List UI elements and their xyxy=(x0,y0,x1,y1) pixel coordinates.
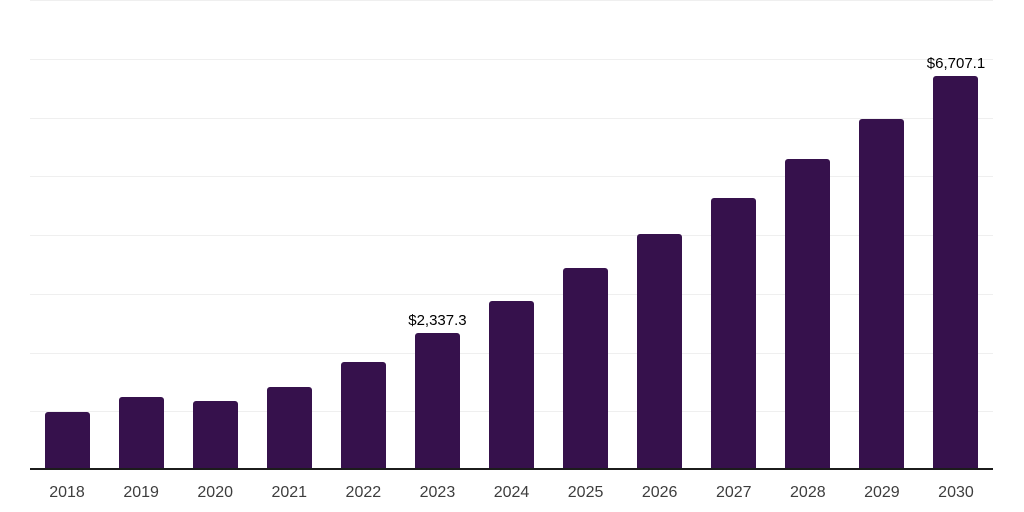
bar-2027 xyxy=(711,198,757,470)
x-tick-2020: 2020 xyxy=(197,484,233,501)
bar-slot-2027 xyxy=(697,0,771,470)
bar-slot-2025 xyxy=(549,0,623,470)
bar-2025 xyxy=(563,267,609,470)
plot-area: $2,337.3 $6,707.1 xyxy=(30,0,993,470)
x-tick-2026: 2026 xyxy=(641,484,678,501)
bar-2018 xyxy=(44,411,90,470)
bar-2026 xyxy=(637,233,683,470)
x-tick-2029: 2029 xyxy=(864,484,900,501)
bar-slot-2022 xyxy=(326,0,400,470)
bar-slot-2028 xyxy=(771,0,845,470)
bar-slot-2019 xyxy=(104,0,178,470)
bar-2020 xyxy=(192,400,238,470)
x-tick-2019: 2019 xyxy=(123,484,159,501)
gridline xyxy=(30,0,993,1)
bar-chart: $2,337.3 $6,707.1 2018 2019 2020 2021 2022 202… xyxy=(30,0,993,512)
bar-2024 xyxy=(489,301,534,470)
x-tick-2025: 2025 xyxy=(567,484,604,501)
gridline xyxy=(30,293,993,295)
bar-slot-2024 xyxy=(474,0,548,470)
gridline xyxy=(30,235,993,236)
bar-slot-2029 xyxy=(845,0,919,470)
x-tick-2030: 2030 xyxy=(938,484,974,501)
bar-2030 xyxy=(933,75,979,470)
bar-value-label-2030: $6,707.1 xyxy=(926,54,986,72)
x-tick-2028: 2028 xyxy=(790,484,826,501)
bar-slot-2026 xyxy=(623,0,697,470)
x-axis-labels: 2018 2019 2020 2021 2022 2023 2024 2025 2026 2027… xyxy=(30,483,993,502)
x-axis-line xyxy=(30,468,993,470)
bar-slot-2021 xyxy=(252,0,326,470)
x-tick-2023: 2023 xyxy=(419,484,456,501)
bar-slot-2018 xyxy=(30,0,104,470)
gridline xyxy=(30,176,993,178)
bars-layer: $2,337.3 $6,707.1 xyxy=(30,0,993,470)
x-tick-2022: 2022 xyxy=(345,484,382,501)
bar-slot-2020 xyxy=(178,0,252,470)
bar-2021 xyxy=(266,387,312,470)
bar-2019 xyxy=(118,396,164,470)
x-tick-2024: 2024 xyxy=(493,484,530,501)
x-tick-2027: 2027 xyxy=(715,484,752,501)
bar-slot-2023: $2,337.3 xyxy=(400,0,474,470)
bar-value-label-2023: $2,337.3 xyxy=(408,311,467,329)
gridline xyxy=(30,117,993,119)
bar-2029 xyxy=(859,119,905,470)
x-tick-2021: 2021 xyxy=(271,484,308,501)
bar-2028 xyxy=(785,159,831,470)
bar-2023 xyxy=(414,332,460,470)
bar-slot-2030: $6,707.1 xyxy=(919,0,993,470)
x-tick-2018: 2018 xyxy=(49,484,85,501)
gridline xyxy=(30,58,993,60)
bar-2022 xyxy=(340,361,386,470)
